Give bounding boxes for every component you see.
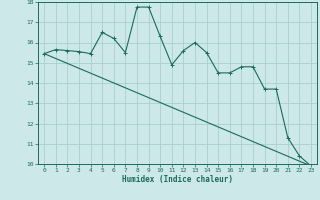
X-axis label: Humidex (Indice chaleur): Humidex (Indice chaleur) xyxy=(122,175,233,184)
